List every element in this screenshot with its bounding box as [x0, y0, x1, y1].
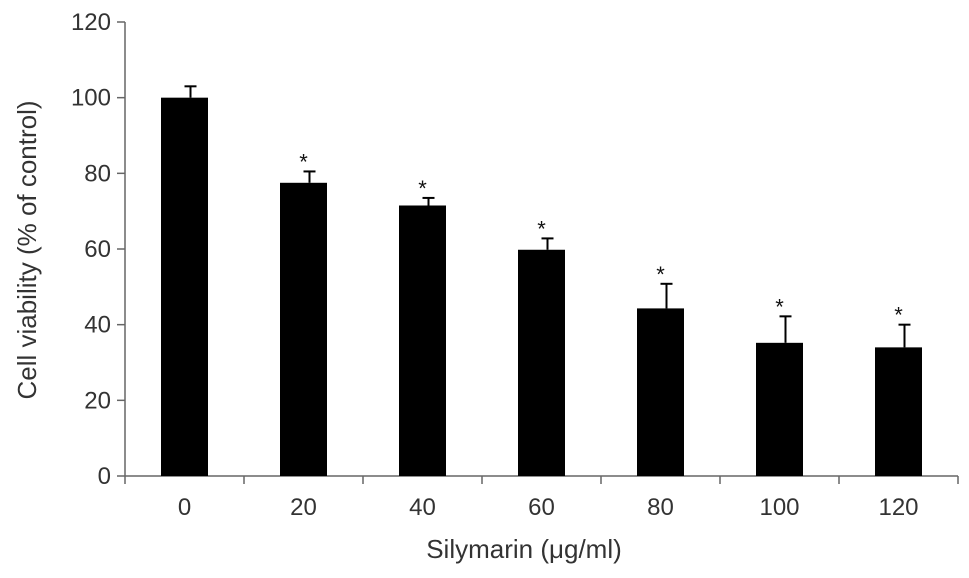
x-tick-label: 120 — [878, 494, 918, 521]
y-axis: 0 20 40 60 80 100 120 — [71, 9, 126, 490]
y-tick-label: 40 — [84, 312, 111, 339]
bars: * * * * * * — [161, 85, 922, 477]
x-tick-label: 100 — [759, 494, 799, 521]
significance-marker: * — [537, 216, 546, 241]
y-tick-label: 20 — [84, 387, 111, 414]
y-tick-label: 0 — [98, 463, 111, 490]
significance-marker: * — [656, 262, 665, 287]
y-tick-label: 100 — [71, 85, 111, 112]
y-tick-label: 60 — [84, 236, 111, 263]
x-axis: 0 20 40 60 80 100 120 — [124, 475, 959, 521]
significance-marker: * — [418, 176, 427, 201]
bar — [161, 97, 208, 477]
x-tick-label: 0 — [178, 494, 191, 521]
y-tick-label: 120 — [71, 9, 111, 36]
x-axis-title: Silymarin (μg/ml) — [426, 534, 622, 564]
bar — [399, 205, 446, 476]
y-axis-title: Cell viability (% of control) — [12, 100, 42, 399]
bar — [756, 342, 803, 476]
y-tick-label: 80 — [84, 160, 111, 187]
bar — [637, 308, 684, 476]
x-tick-label: 60 — [528, 494, 555, 521]
x-tick-label: 80 — [647, 494, 674, 521]
significance-marker: * — [775, 294, 784, 319]
bar — [518, 249, 565, 476]
significance-marker: * — [894, 303, 903, 328]
x-tick-label: 40 — [409, 494, 436, 521]
x-tick-label: 20 — [290, 494, 317, 521]
bar — [875, 347, 922, 476]
significance-marker: * — [299, 149, 308, 174]
bar — [280, 182, 327, 476]
